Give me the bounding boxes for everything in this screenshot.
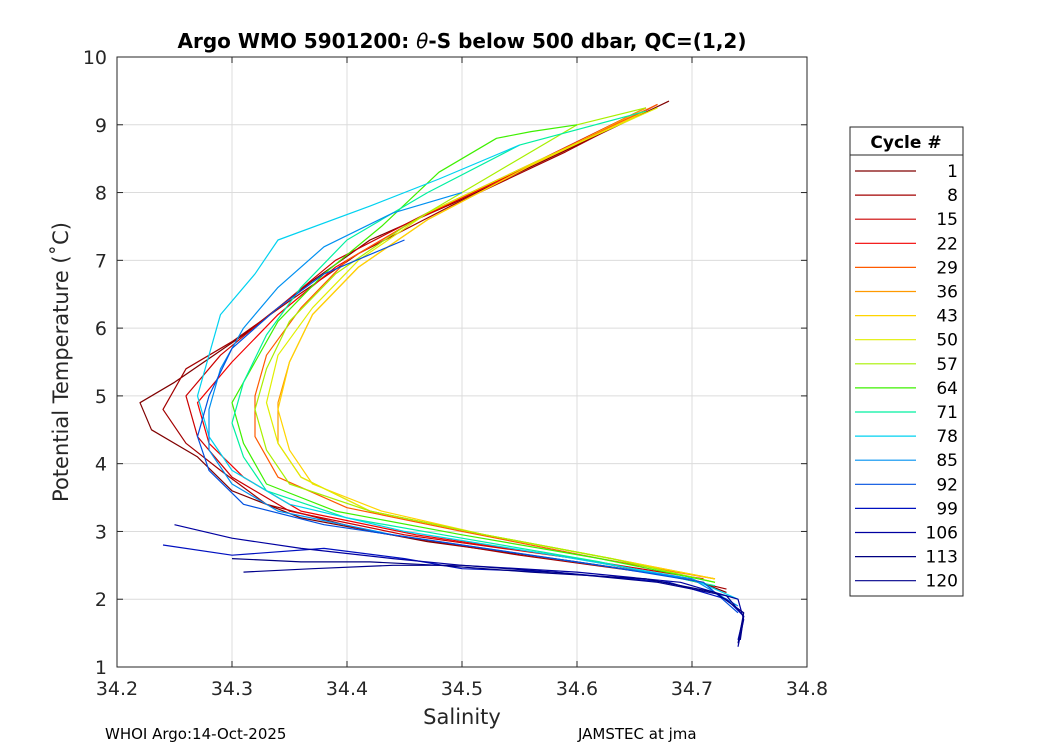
x-tick-label: 34.4 — [326, 678, 368, 700]
chart-title-suffix: -S below 500 dbar, QC=(1,2) — [428, 29, 746, 53]
legend-label-cycle-29: 29 — [936, 258, 958, 278]
legend-label-cycle-36: 36 — [936, 283, 958, 303]
y-tick-label: 2 — [95, 589, 107, 611]
x-tick-label: 34.8 — [786, 678, 828, 700]
legend-label-cycle-15: 15 — [936, 210, 958, 230]
y-tick-label: 9 — [95, 115, 107, 137]
legend-label-cycle-85: 85 — [936, 451, 958, 471]
legend-label-cycle-8: 8 — [947, 186, 958, 206]
x-tick-label: 34.6 — [556, 678, 598, 700]
chart-title-prefix: Argo WMO 5901200: — [178, 29, 417, 53]
series-layer — [139, 100, 745, 647]
legend-label-cycle-64: 64 — [936, 379, 958, 399]
y-tick-label: 4 — [95, 454, 107, 476]
x-tick-label: 34.7 — [671, 678, 713, 700]
legend-label-cycle-43: 43 — [936, 307, 958, 327]
y-tick-label: 6 — [95, 318, 107, 340]
x-tick-label: 34.2 — [96, 678, 138, 700]
y-tick-label: 1 — [95, 657, 107, 679]
series-line-cycle-71 — [231, 110, 716, 587]
legend-entries: 1 8 15 22 29 36 43 50 57 64 71 78 85 92 99 106 113 120 — [855, 162, 958, 592]
series-line-cycle-64 — [231, 124, 716, 583]
series-line-cycle-78 — [196, 144, 739, 600]
legend-label-cycle-22: 22 — [936, 234, 958, 254]
y-tick-label: 3 — [95, 521, 107, 543]
series-line-cycle-113 — [231, 558, 745, 644]
series-line-cycle-106 — [174, 524, 745, 647]
legend-label-cycle-1: 1 — [947, 162, 958, 182]
footer-source-date: WHOI Argo:14-Oct-2025 — [105, 725, 287, 743]
y-tick-label: 8 — [95, 183, 107, 205]
footer-credit: JAMSTEC at jma — [578, 725, 697, 743]
legend-title: Cycle # — [870, 133, 941, 153]
series-line-cycle-8 — [162, 103, 727, 590]
series-line-cycle-57 — [254, 107, 716, 583]
legend-label-cycle-71: 71 — [936, 403, 958, 423]
legend-label-cycle-106: 106 — [926, 524, 958, 544]
x-tick-label: 34.3 — [211, 678, 253, 700]
x-tick-label: 34.5 — [441, 678, 483, 700]
legend-label-cycle-78: 78 — [936, 427, 958, 447]
legend-label-cycle-92: 92 — [936, 475, 958, 495]
chart-title: Argo WMO 5901200: θ-S below 500 dbar, QC… — [178, 29, 747, 53]
legend-label-cycle-50: 50 — [936, 331, 958, 351]
axis-ticks: 34.2 34.3 34.4 34.5 34.6 34.7 34.8 1 2 3 4 5 6 7 8 9 10 — [83, 47, 828, 700]
legend-label-cycle-113: 113 — [926, 548, 958, 568]
y-axis-label: Potential Temperature (˚C) — [49, 222, 73, 502]
series-line-cycle-120 — [243, 564, 745, 640]
legend-box — [849, 126, 964, 597]
legend-label-cycle-99: 99 — [936, 499, 958, 519]
y-tick-label: 5 — [95, 386, 107, 408]
legend-label-cycle-57: 57 — [936, 355, 958, 375]
chart-title-theta: θ — [416, 29, 428, 53]
y-tick-label: 7 — [95, 250, 107, 272]
y-tick-label: 10 — [83, 47, 107, 69]
series-line-cycle-92 — [196, 239, 739, 614]
x-axis-label: Salinity — [423, 705, 501, 729]
legend-label-cycle-120: 120 — [926, 572, 958, 592]
